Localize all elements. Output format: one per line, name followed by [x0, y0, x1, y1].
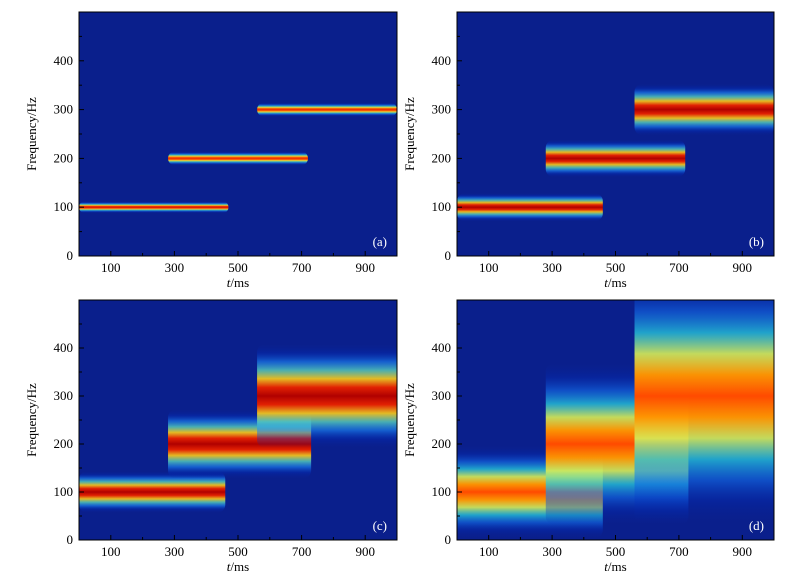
y-tick-label: 400: [54, 340, 74, 355]
y-tick-label: 200: [54, 436, 74, 451]
panel-b: 100 300 500 700 900 0 100 200 300 400 t/ms Frequenc…: [402, 11, 775, 290]
x-axis-label: t/ms: [227, 559, 249, 574]
x-tick-label: 500: [606, 544, 626, 559]
y-tick-label: 200: [432, 150, 452, 165]
spectral-band-300hz: [257, 344, 397, 448]
y-tick-label: 200: [54, 150, 74, 165]
spectral-band-100hz: [79, 471, 226, 513]
panel-c: 100 300 500 700 900 0 100 200 300 400 t/ms Frequenc…: [24, 299, 398, 574]
y-tick-label: 300: [432, 388, 452, 403]
y-tick-label: 100: [432, 199, 452, 214]
spectral-band-100hz: [457, 193, 603, 222]
y-tick-label: 300: [432, 102, 452, 117]
x-tick-label: 300: [165, 544, 185, 559]
y-tick-label: 100: [54, 199, 74, 214]
x-tick-label: 500: [228, 260, 248, 275]
panel-tag: (c): [373, 518, 387, 533]
spectral-band-200hz: [545, 139, 686, 178]
x-tick-label: 300: [165, 260, 185, 275]
y-tick-label: 300: [54, 388, 74, 403]
x-tick-label: 100: [101, 260, 121, 275]
x-tick-label: 500: [606, 260, 626, 275]
y-tick-label: 400: [54, 53, 74, 68]
x-tick-label: 900: [355, 260, 375, 275]
x-axis-label: t/ms: [604, 275, 626, 290]
x-tick-label: 100: [479, 260, 499, 275]
x-axis-label: t/ms: [604, 559, 626, 574]
x-tick-label: 100: [101, 544, 121, 559]
spectral-band-300hz: [634, 300, 774, 523]
spectral-band-100hz: [79, 201, 229, 214]
y-tick-label: 0: [67, 248, 74, 263]
spectral-band-200hz: [168, 151, 308, 166]
y-axis-label: Frequency/Hz: [24, 97, 39, 171]
panel-tag: (d): [749, 518, 764, 533]
x-tick-label: 700: [669, 544, 689, 559]
y-tick-label: 400: [432, 53, 452, 68]
x-tick-label: 700: [292, 260, 312, 275]
x-tick-label: 300: [542, 260, 562, 275]
y-axis-label: Frequency/Hz: [402, 97, 417, 171]
y-tick-label: 100: [54, 484, 74, 499]
x-tick-label: 700: [669, 260, 689, 275]
x-tick-label: 900: [733, 544, 753, 559]
y-axis-label: Frequency/Hz: [24, 383, 39, 457]
y-tick-label: 400: [432, 340, 452, 355]
y-tick-label: 0: [445, 532, 452, 547]
panel-tag: (a): [373, 234, 387, 249]
panel-tag: (b): [749, 234, 764, 249]
y-tick-label: 100: [432, 484, 452, 499]
x-tick-label: 300: [542, 544, 562, 559]
y-tick-label: 0: [445, 248, 452, 263]
y-tick-label: 300: [54, 102, 74, 117]
y-axis-label: Frequency/Hz: [402, 383, 417, 457]
panel-a: 100 300 500 700 900 0 100 200 300 400 t/ms Frequenc…: [24, 11, 398, 290]
x-tick-label: 500: [228, 544, 248, 559]
spectral-band-300hz: [257, 102, 397, 117]
x-tick-label: 100: [479, 544, 499, 559]
y-tick-label: 200: [432, 436, 452, 451]
x-tick-label: 900: [733, 260, 753, 275]
spectral-band-300hz: [634, 83, 774, 136]
panel-d: 100 300 500 700 900 0 100 200 300 400 t/ms Frequenc…: [402, 299, 775, 574]
x-tick-label: 700: [292, 544, 312, 559]
plot-background: [79, 12, 397, 256]
x-axis-label: t/ms: [227, 275, 249, 290]
x-tick-label: 900: [355, 544, 375, 559]
y-tick-label: 0: [67, 532, 74, 547]
